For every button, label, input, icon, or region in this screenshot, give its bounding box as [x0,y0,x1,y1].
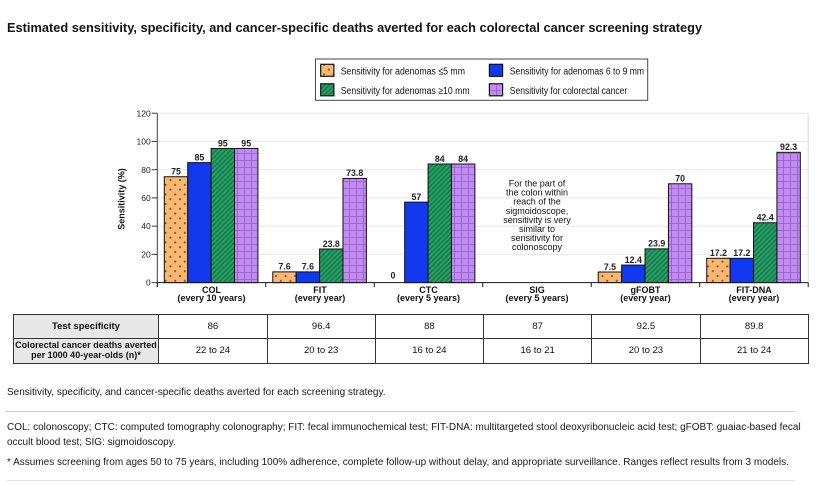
svg-text:17.2: 17.2 [733,248,750,258]
svg-text:84: 84 [458,154,468,164]
svg-text:12.4: 12.4 [625,255,642,265]
svg-text:(every year): (every year) [620,293,671,303]
svg-text:20: 20 [141,249,151,259]
svg-text:reach of the: reach of the [513,197,561,207]
svg-text:40: 40 [141,221,151,231]
svg-text:sensitivity is very: sensitivity is very [503,215,571,225]
svg-text:60: 60 [141,193,151,203]
svg-text:Sensitivity for colorectal can: Sensitivity for colorectal cancer [510,86,628,97]
svg-text:gFOBT: gFOBT [630,285,660,295]
svg-text:(every 5 years): (every 5 years) [397,293,460,303]
svg-text:85: 85 [195,152,205,162]
svg-text:7.5: 7.5 [604,262,616,272]
svg-text:57: 57 [411,192,421,202]
svg-text:Sensitivity for adenomas ≤5 mm: Sensitivity for adenomas ≤5 mm [341,67,465,78]
svg-text:120: 120 [137,108,151,118]
svg-text:CTC: CTC [419,285,438,295]
svg-text:SIG: SIG [529,285,545,295]
svg-text:95: 95 [218,138,228,148]
svg-text:For the part of: For the part of [509,179,566,189]
svg-text:Sensitivity (%): Sensitivity (%) [116,168,126,230]
svg-text:92.3: 92.3 [780,142,797,152]
svg-text:80: 80 [141,165,151,175]
svg-text:84: 84 [435,154,445,164]
svg-text:COL: COL [202,285,222,295]
svg-text:7.6: 7.6 [302,262,314,272]
svg-text:95: 95 [241,138,251,148]
svg-text:23.8: 23.8 [323,239,340,249]
svg-text:75: 75 [171,167,181,177]
svg-text:73.8: 73.8 [346,168,363,178]
svg-text:(every year): (every year) [729,293,780,303]
svg-text:(every 5 years): (every 5 years) [505,293,568,303]
svg-text:(every 10 years): (every 10 years) [178,293,246,303]
svg-text:0: 0 [391,271,396,281]
svg-text:42.4: 42.4 [757,213,774,223]
svg-text:colonoscopy: colonoscopy [512,242,563,252]
svg-text:sigmoidoscope,: sigmoidoscope, [506,206,569,216]
svg-text:100: 100 [137,137,151,147]
svg-text:the colon within: the colon within [506,188,568,198]
svg-text:23.9: 23.9 [648,239,665,249]
svg-text:17.2: 17.2 [710,248,727,258]
svg-text:similar to: similar to [519,224,555,234]
svg-text:7.6: 7.6 [278,262,290,272]
svg-text:sensitivity for: sensitivity for [511,233,563,243]
svg-text:70: 70 [675,174,685,184]
svg-text:Sensitivity for adenomas ≥10 m: Sensitivity for adenomas ≥10 mm [341,86,470,97]
svg-text:Sensitivity for adenomas 6 to: Sensitivity for adenomas 6 to 9 mm [510,67,644,78]
svg-text:(every year): (every year) [295,293,346,303]
svg-text:0: 0 [146,278,151,288]
svg-text:FIT-DNA: FIT-DNA [736,285,772,295]
svg-text:FIT: FIT [313,285,327,295]
